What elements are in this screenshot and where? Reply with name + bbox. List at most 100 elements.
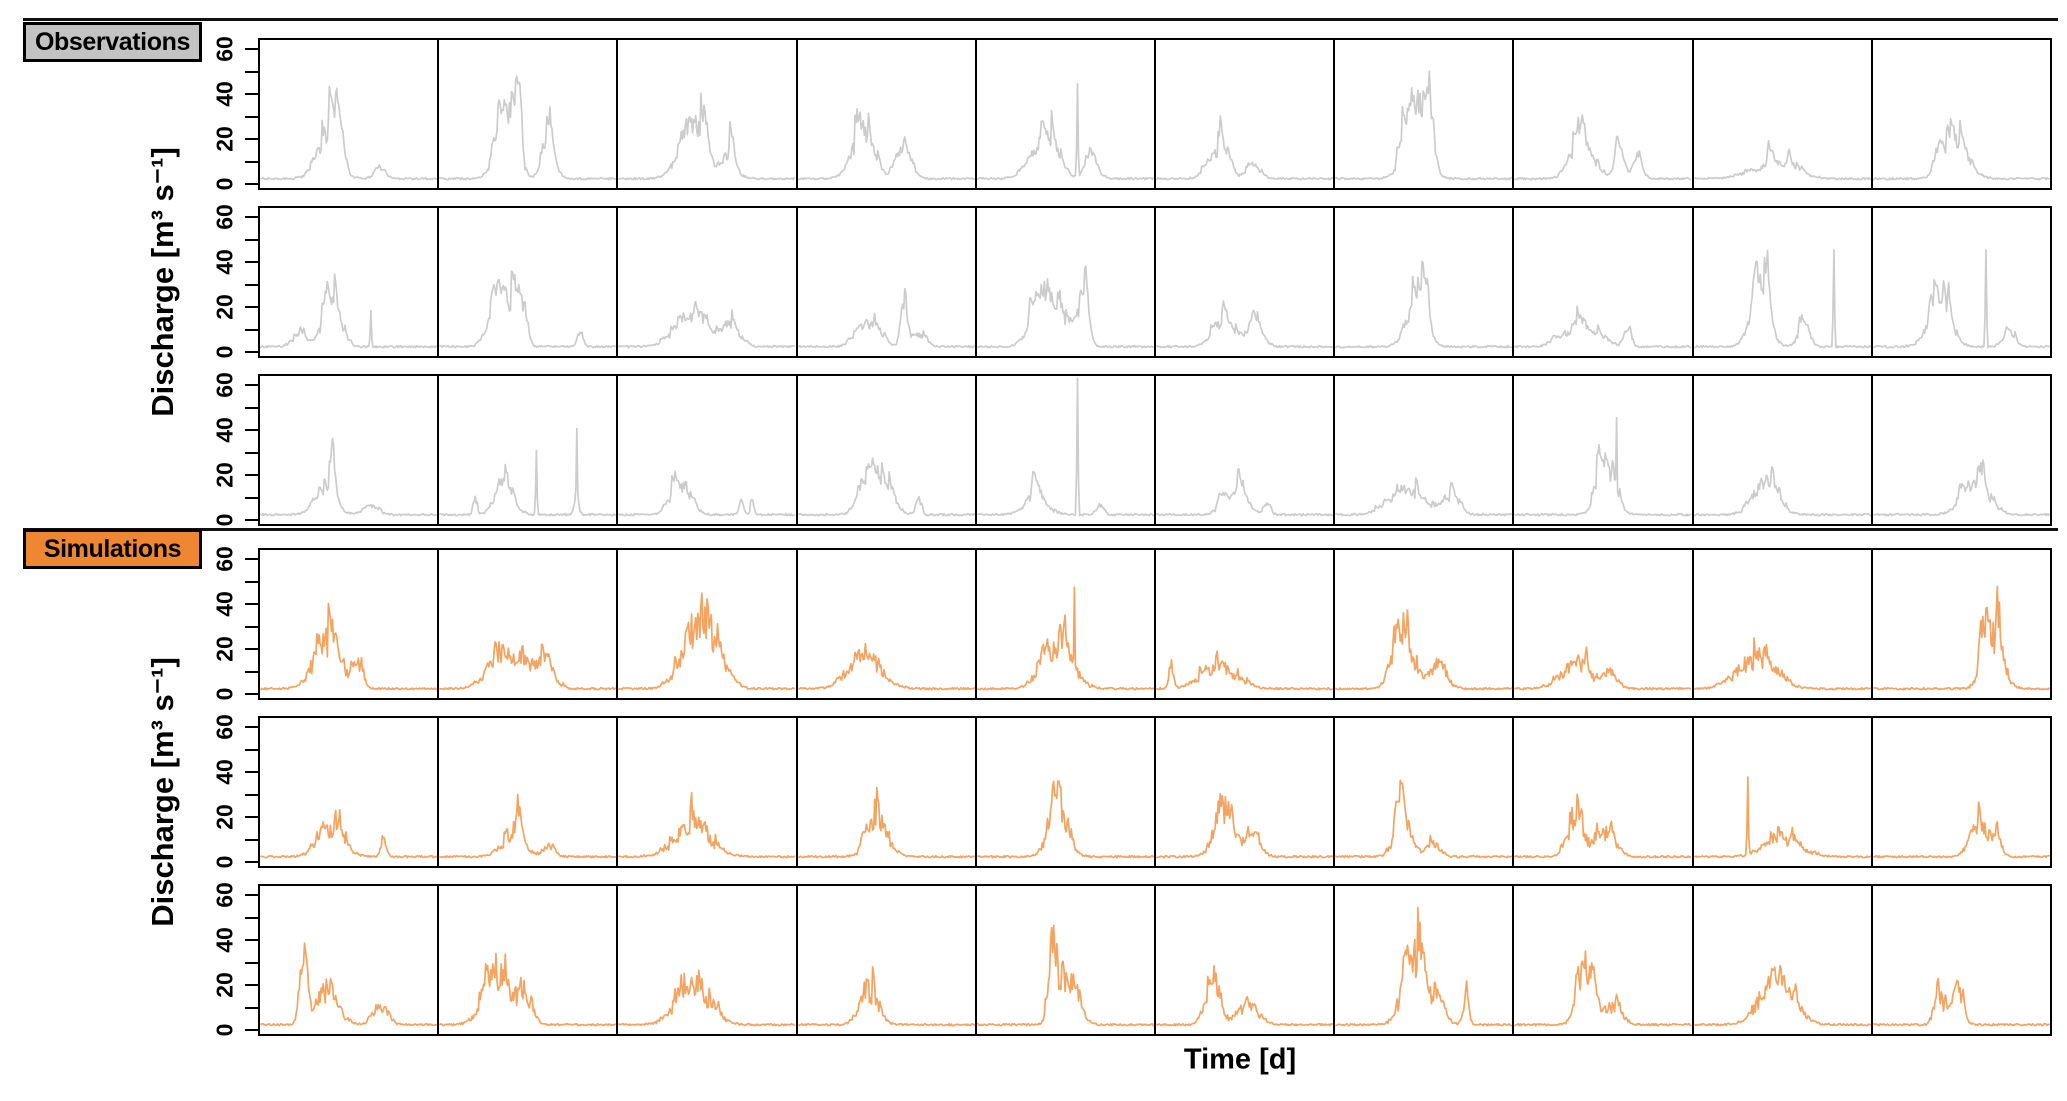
discharge-trace	[260, 85, 438, 181]
y-tick-label: 20	[211, 294, 238, 320]
y-axis-minor-tick	[245, 115, 258, 118]
y-tick-label: 60	[211, 882, 238, 909]
discharge-trace	[1156, 650, 1334, 691]
discharge-trace	[1872, 585, 2050, 691]
discharge-trace	[1514, 950, 1692, 1027]
y-tick-label: 0	[211, 687, 238, 701]
hydrograph-canvas	[618, 592, 796, 691]
hydrograph-panel	[260, 376, 440, 524]
hydrograph-panel	[1335, 376, 1515, 524]
discharge-trace	[1335, 609, 1513, 691]
hydrograph-canvas	[1514, 416, 1692, 517]
y-axis-minor-tick	[245, 961, 258, 964]
hydrograph-panel	[439, 718, 619, 866]
discharge-trace	[618, 969, 796, 1027]
hydrograph-panel	[1514, 718, 1694, 866]
y-axis-tick	[245, 261, 258, 264]
discharge-trace	[1156, 115, 1334, 181]
discharge-trace	[1156, 964, 1334, 1027]
hydrograph-panel	[1156, 208, 1336, 356]
y-axis-tick	[245, 771, 258, 774]
simulations-label: Simulations	[23, 529, 202, 569]
y-axis-row-6: 0 20 40 60	[195, 882, 258, 1037]
y-axis-minor-tick	[245, 238, 258, 241]
panel-row-observations-1	[258, 38, 2052, 190]
hydrograph-panel	[260, 886, 440, 1034]
hydrograph-canvas	[1156, 650, 1334, 691]
discharge-trace	[1872, 977, 2050, 1027]
y-axis-tick	[245, 183, 258, 186]
hydrograph-canvas	[260, 85, 438, 181]
hydrograph-panel	[618, 886, 798, 1034]
hydrograph-canvas	[976, 377, 1154, 517]
discharge-trace	[439, 952, 617, 1027]
y-tick-label: 40	[211, 417, 238, 443]
hydrograph-canvas	[439, 952, 617, 1027]
hydrograph-canvas	[976, 586, 1154, 691]
discharge-trace	[976, 586, 1154, 691]
discharge-trace	[976, 780, 1154, 859]
discharge-trace	[1514, 793, 1692, 859]
hydrograph-canvas	[1872, 117, 2050, 181]
y-tick-label: 40	[211, 927, 238, 953]
y-axis-tick	[245, 939, 258, 942]
hydrograph-panel	[976, 40, 1157, 188]
hydrograph-canvas	[797, 966, 975, 1027]
hydrograph-canvas	[1335, 779, 1513, 859]
y-tick-label: 0	[211, 513, 238, 527]
hydrograph-canvas	[1156, 300, 1334, 349]
hydrograph-canvas	[1335, 260, 1513, 349]
hydrograph-canvas	[260, 273, 438, 349]
hydrograph-panel	[1335, 40, 1515, 188]
y-tick-label: 0	[211, 177, 238, 191]
hydrograph-panel	[1872, 40, 2051, 188]
y-tick-label: 40	[211, 81, 238, 107]
hydrograph-panel	[260, 550, 440, 698]
hydrograph-panel	[1156, 886, 1336, 1034]
y-axis-row-4: 0 20 40 60	[195, 546, 258, 701]
y-tick-label: 40	[211, 249, 238, 275]
y-tick-label: 20	[211, 636, 238, 662]
hydrograph-canvas	[260, 437, 438, 517]
y-axis-tick	[245, 384, 258, 387]
y-axis-tick	[245, 894, 258, 897]
hydrograph-canvas	[1156, 792, 1334, 859]
hydrograph-panel	[1693, 550, 1873, 698]
hydrograph-canvas	[797, 107, 975, 181]
hydrograph-canvas	[1514, 646, 1692, 691]
hydrograph-canvas	[1872, 977, 2050, 1027]
discharge-trace	[1693, 964, 1871, 1027]
panel-row-observations-2	[258, 206, 2052, 358]
hydrograph-panel	[976, 208, 1157, 356]
y-tick-label: 0	[211, 855, 238, 869]
panel-row-simulations-1	[258, 548, 2052, 700]
hydrograph-canvas	[1335, 477, 1513, 517]
hydrograph-panel	[1693, 208, 1873, 356]
hydrograph-canvas	[439, 641, 617, 691]
discharge-trace	[976, 82, 1154, 181]
hydrograph-canvas	[1335, 906, 1513, 1027]
y-axis-minor-tick	[245, 916, 258, 919]
hydrograph-canvas	[618, 300, 796, 349]
discharge-trace	[1514, 114, 1692, 181]
y-tick-label: 60	[211, 204, 238, 231]
hydrograph-canvas	[618, 791, 796, 859]
y-axis-tick	[245, 93, 258, 96]
discharge-trace	[1872, 801, 2050, 859]
y-axis-tick	[245, 48, 258, 51]
y-tick-label: 40	[211, 591, 238, 617]
hydrograph-canvas	[797, 287, 975, 349]
hydrograph-canvas	[976, 265, 1154, 349]
y-axis-minor-tick	[245, 838, 258, 841]
hydrograph-canvas	[260, 809, 438, 859]
discharge-trace	[797, 457, 975, 517]
y-axis-tick	[245, 816, 258, 819]
discharge-trace	[976, 924, 1154, 1027]
hydrograph-canvas	[1514, 114, 1692, 181]
hydrograph-panel	[439, 208, 619, 356]
hydrograph-canvas	[1872, 801, 2050, 859]
discharge-trace	[1693, 466, 1871, 517]
discharge-trace	[260, 602, 438, 691]
y-axis-title-observations: Discharge [m³ s⁻¹]	[145, 147, 180, 417]
discharge-trace	[1156, 300, 1334, 349]
